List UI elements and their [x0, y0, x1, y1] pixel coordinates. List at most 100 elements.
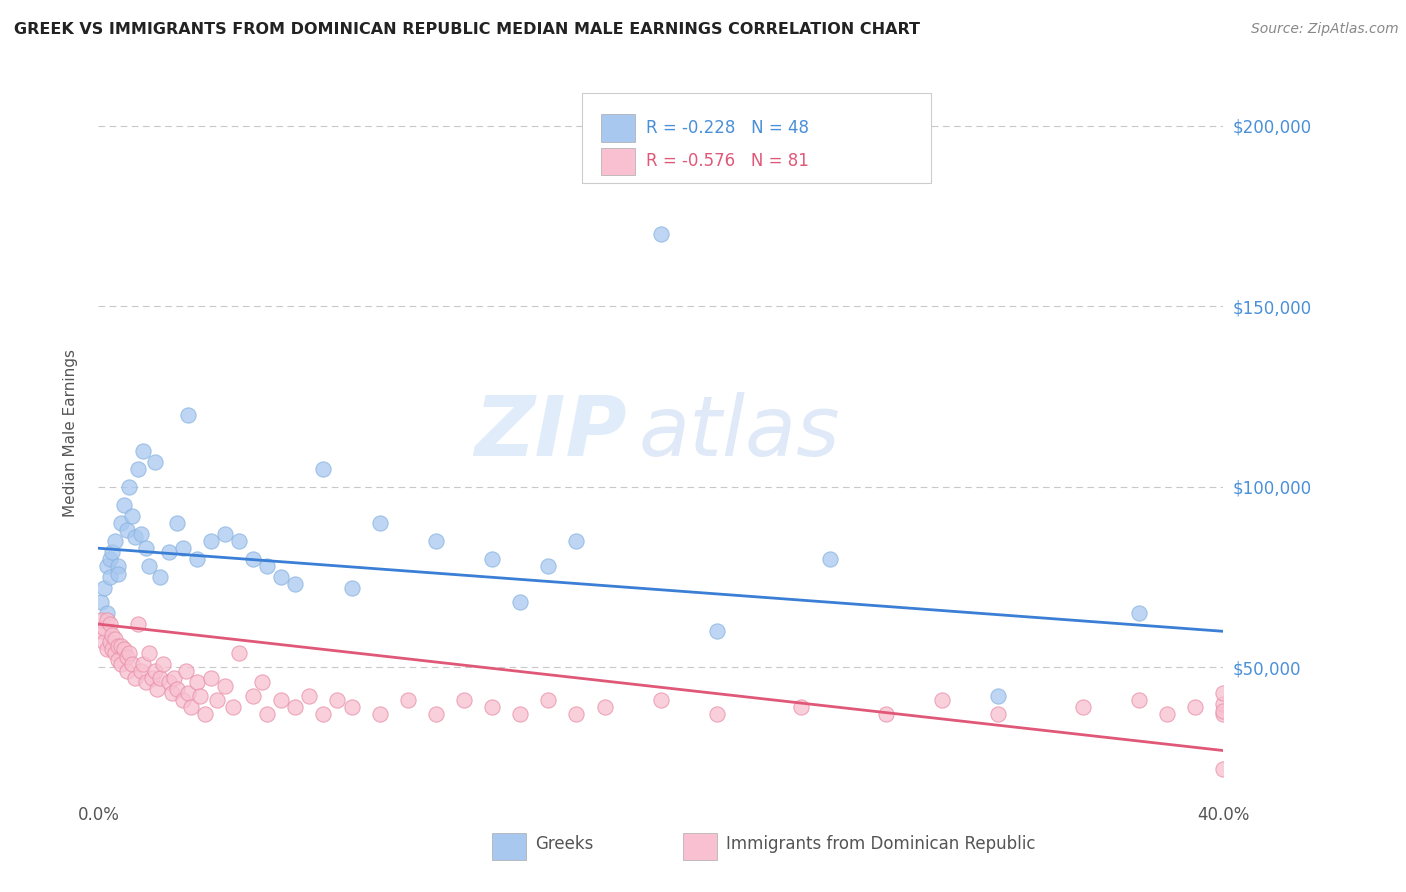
Point — [93, 621, 115, 635]
Point — [200, 671, 222, 685]
Point — [509, 595, 531, 609]
Point — [228, 646, 250, 660]
Point — [98, 617, 121, 632]
Point — [141, 671, 163, 685]
Point — [110, 516, 132, 530]
Point — [166, 682, 188, 697]
Text: ZIP: ZIP — [474, 392, 627, 473]
Point — [194, 707, 217, 722]
Point — [650, 693, 672, 707]
Point — [107, 566, 129, 581]
Point — [1212, 686, 1234, 700]
Point — [143, 664, 166, 678]
Point — [340, 581, 363, 595]
Point — [790, 700, 813, 714]
Point — [242, 552, 264, 566]
Point — [270, 570, 292, 584]
Point — [228, 533, 250, 548]
Point — [107, 639, 129, 653]
Point — [987, 690, 1010, 704]
Point — [214, 678, 236, 692]
Point — [127, 617, 149, 632]
Point — [138, 559, 160, 574]
Text: R = -0.576   N = 81: R = -0.576 N = 81 — [647, 153, 808, 170]
Point — [146, 682, 169, 697]
Point — [110, 639, 132, 653]
Point — [172, 541, 194, 556]
Point — [104, 632, 127, 646]
Text: atlas: atlas — [638, 392, 839, 473]
Text: R = -0.228   N = 48: R = -0.228 N = 48 — [647, 120, 810, 137]
Point — [298, 690, 321, 704]
Point — [98, 635, 121, 649]
Point — [186, 552, 208, 566]
Point — [284, 700, 307, 714]
Point — [101, 628, 124, 642]
Point — [593, 700, 616, 714]
Point — [368, 707, 391, 722]
Point — [101, 642, 124, 657]
FancyBboxPatch shape — [602, 148, 636, 175]
Point — [481, 552, 503, 566]
Point — [222, 700, 245, 714]
Point — [1128, 607, 1150, 621]
Point — [818, 552, 841, 566]
Point — [124, 530, 146, 544]
Point — [214, 526, 236, 541]
Point — [1071, 700, 1094, 714]
Point — [186, 674, 208, 689]
Point — [200, 533, 222, 548]
Point — [177, 686, 200, 700]
Point — [509, 707, 531, 722]
FancyBboxPatch shape — [602, 114, 636, 142]
Point — [104, 533, 127, 548]
Point — [177, 408, 200, 422]
Point — [135, 541, 157, 556]
Y-axis label: Median Male Earnings: Median Male Earnings — [63, 349, 77, 516]
Text: GREEK VS IMMIGRANTS FROM DOMINICAN REPUBLIC MEDIAN MALE EARNINGS CORRELATION CHA: GREEK VS IMMIGRANTS FROM DOMINICAN REPUB… — [14, 22, 920, 37]
Point — [157, 545, 180, 559]
Point — [166, 516, 188, 530]
Point — [706, 624, 728, 639]
Point — [163, 671, 186, 685]
Point — [250, 674, 273, 689]
Point — [180, 700, 202, 714]
Point — [96, 614, 118, 628]
Point — [565, 533, 588, 548]
Point — [453, 693, 475, 707]
Point — [129, 526, 152, 541]
Point — [90, 595, 112, 609]
Point — [110, 657, 132, 671]
Point — [284, 577, 307, 591]
Point — [121, 657, 143, 671]
Point — [90, 624, 112, 639]
Point — [90, 614, 112, 628]
Point — [152, 657, 174, 671]
FancyBboxPatch shape — [492, 833, 526, 861]
Point — [256, 707, 278, 722]
Point — [112, 498, 135, 512]
Point — [270, 693, 292, 707]
FancyBboxPatch shape — [683, 833, 717, 861]
Point — [1156, 707, 1178, 722]
Point — [425, 533, 447, 548]
Point — [160, 686, 183, 700]
Point — [1212, 707, 1234, 722]
Point — [157, 674, 180, 689]
Point — [340, 700, 363, 714]
Point — [143, 454, 166, 468]
FancyBboxPatch shape — [582, 93, 931, 184]
Point — [312, 707, 335, 722]
Point — [1184, 700, 1206, 714]
Point — [124, 671, 146, 685]
Point — [396, 693, 419, 707]
Point — [875, 707, 897, 722]
Point — [931, 693, 953, 707]
Point — [107, 653, 129, 667]
Point — [481, 700, 503, 714]
Point — [706, 707, 728, 722]
Point — [104, 646, 127, 660]
Point — [98, 570, 121, 584]
Point — [149, 570, 172, 584]
Point — [174, 664, 197, 678]
